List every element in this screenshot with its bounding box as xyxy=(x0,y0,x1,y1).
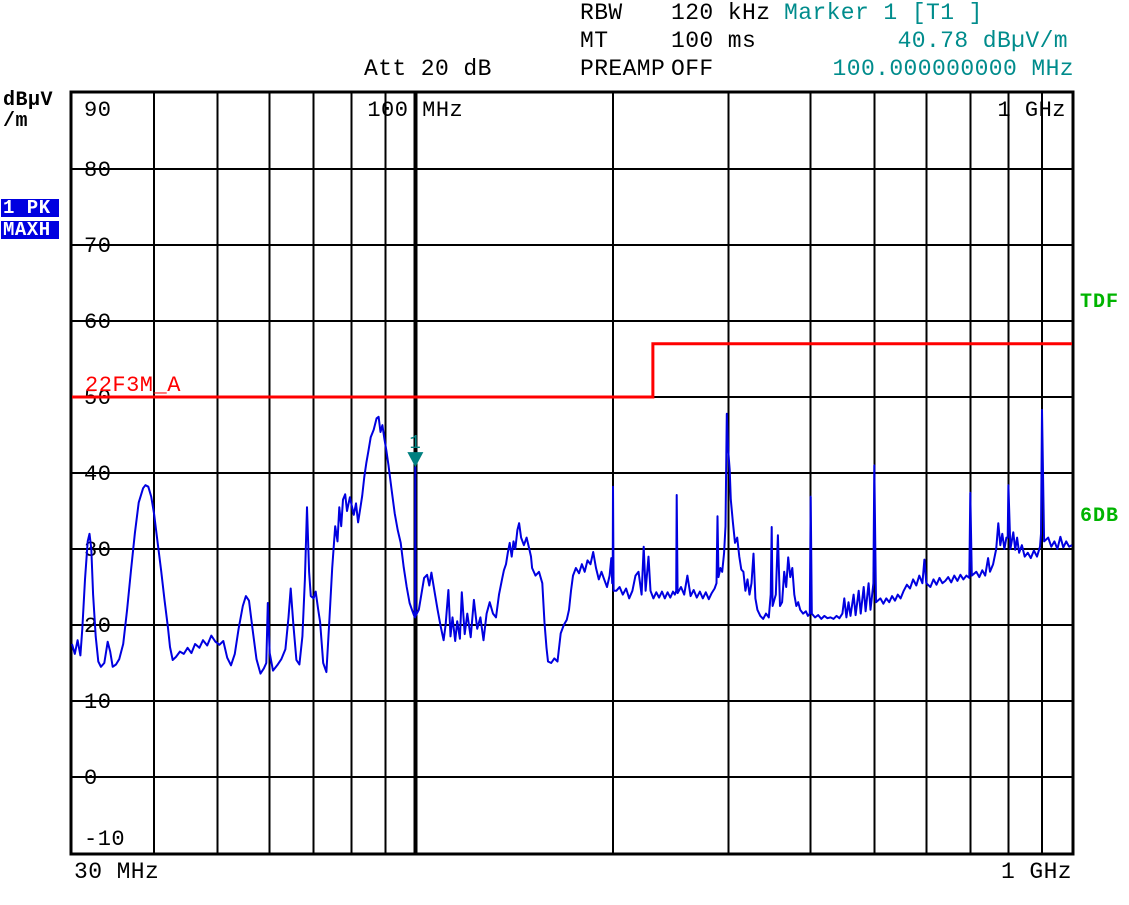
preamp-label: PREAMP xyxy=(580,56,666,82)
top-frequency-label: 100 MHz xyxy=(367,98,463,123)
attenuation-6db-label: 6DB xyxy=(1080,505,1120,528)
attenuation-readout: Att 20 dB xyxy=(364,56,492,82)
marker-readout-frequency: 100.000000000 MHz xyxy=(832,56,1074,82)
amplitude-unit-label-line2: /m xyxy=(3,110,29,133)
rbw-value: 120 kHz xyxy=(671,0,771,26)
mt-label: MT xyxy=(580,28,609,54)
y-tick-label: 40 xyxy=(84,462,111,487)
y-tick-label: 80 xyxy=(84,158,111,183)
trace-max-hold-badge: MAXH xyxy=(1,221,59,240)
y-tick-label: 90 xyxy=(84,98,111,123)
transducer-tdf-label: TDF xyxy=(1080,291,1120,314)
preamp-value: OFF xyxy=(671,56,714,82)
stop-frequency-label: 1 GHz xyxy=(1001,859,1073,885)
max-hold-trace xyxy=(71,408,1073,675)
y-tick-label: 10 xyxy=(84,690,111,715)
trace-1-peak-badge: 1 PK xyxy=(1,199,59,218)
y-tick-label: 20 xyxy=(84,614,111,639)
top-frequency-label: 1 GHz xyxy=(997,98,1066,123)
marker-1-triangle[interactable] xyxy=(407,452,424,468)
mt-value: 100 ms xyxy=(671,28,757,54)
limit-line-label: 22F3M_A xyxy=(85,373,181,398)
amplitude-unit-label-line1: dBµV xyxy=(3,89,54,112)
y-tick-label: -10 xyxy=(84,827,125,852)
y-tick-label: 60 xyxy=(84,310,111,335)
y-tick-label: 0 xyxy=(84,766,98,791)
y-tick-label: 70 xyxy=(84,234,111,259)
limit-line xyxy=(72,342,1072,399)
rbw-label: RBW xyxy=(580,0,623,26)
marker-readout-level: 40.78 dBµV/m xyxy=(897,28,1068,54)
plot-border xyxy=(69,90,1075,856)
marker-readout-title: Marker 1 [T1 ] xyxy=(784,0,983,26)
start-frequency-label: 30 MHz xyxy=(74,859,160,885)
marker-1-number: 1 xyxy=(409,432,421,454)
